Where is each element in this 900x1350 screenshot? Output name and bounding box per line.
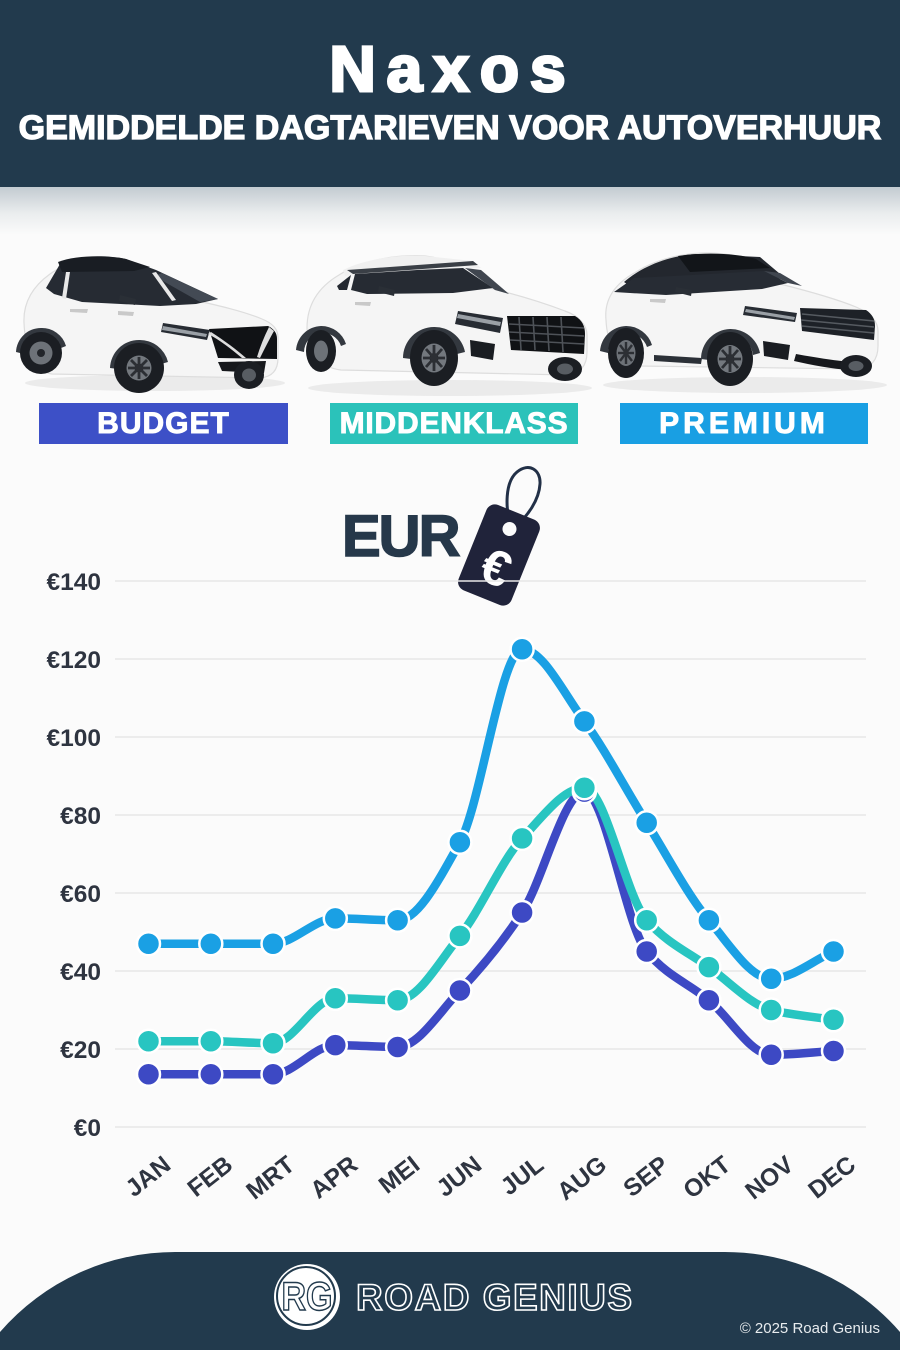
svg-text:€120: €120 — [46, 647, 101, 674]
svg-text:€100: €100 — [46, 725, 101, 752]
svg-text:JUL: JUL — [496, 1151, 549, 1201]
svg-text:APR: APR — [306, 1151, 364, 1204]
svg-text:NOV: NOV — [741, 1151, 800, 1205]
svg-text:AUG: AUG — [552, 1151, 612, 1206]
svg-text:SEP: SEP — [619, 1151, 674, 1202]
svg-text:MRT: MRT — [242, 1151, 300, 1205]
svg-text:€0: €0 — [74, 1115, 101, 1142]
svg-text:OKT: OKT — [679, 1151, 736, 1204]
svg-text:€20: €20 — [60, 1037, 101, 1064]
svg-text:€80: €80 — [60, 803, 101, 830]
svg-text:JUN: JUN — [432, 1151, 487, 1202]
svg-text:FEB: FEB — [183, 1151, 238, 1202]
svg-text:€40: €40 — [60, 959, 101, 986]
svg-text:€60: €60 — [60, 881, 101, 908]
svg-text:DEC: DEC — [804, 1151, 862, 1204]
svg-text:JAN: JAN — [121, 1151, 176, 1202]
svg-text:MEI: MEI — [374, 1151, 425, 1199]
svg-text:€140: €140 — [46, 569, 101, 596]
